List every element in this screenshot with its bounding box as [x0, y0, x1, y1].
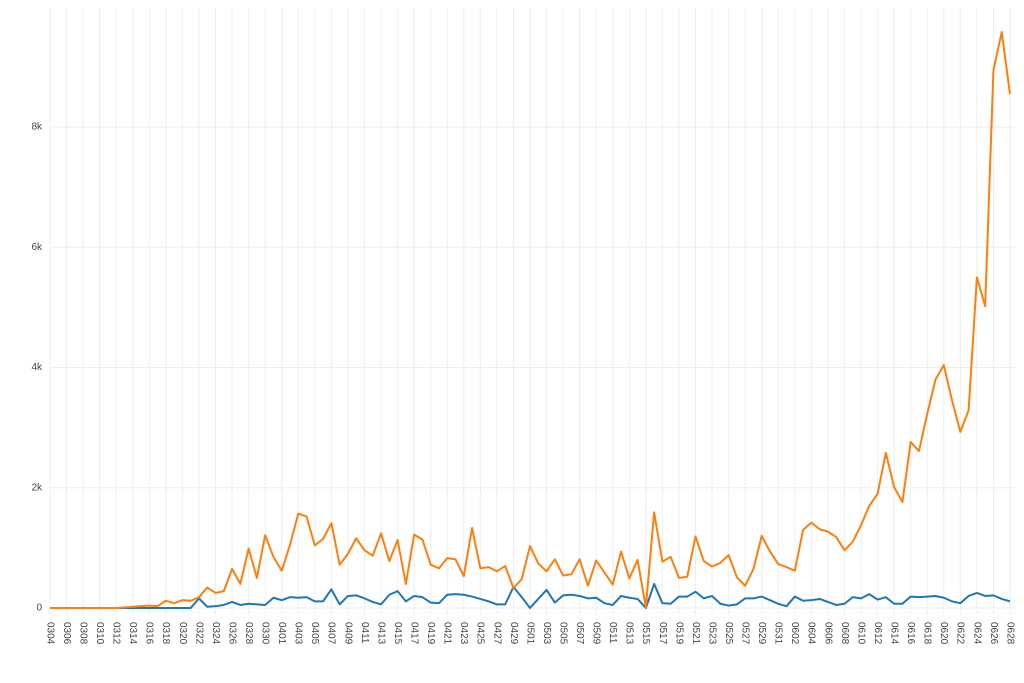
- series-line: [50, 582, 1011, 609]
- y-tick-label: 6k: [31, 242, 43, 253]
- x-tick-label: 0322: [193, 622, 204, 645]
- x-tick-label: 0612: [872, 622, 883, 645]
- series-line: [50, 31, 1011, 609]
- x-tick-label: 0610: [855, 622, 866, 645]
- x-tick-label: 0429: [508, 622, 519, 645]
- x-tick-label: 0628: [1004, 622, 1015, 645]
- x-tick-label: 0316: [144, 622, 155, 645]
- x-tick-label: 0423: [458, 622, 469, 645]
- x-tick-label: 0531: [773, 622, 784, 645]
- x-tick-label: 0519: [673, 622, 684, 645]
- x-tick-label: 0620: [938, 622, 949, 645]
- x-tick-label: 0324: [210, 622, 221, 645]
- x-tick-label: 0515: [640, 622, 651, 645]
- y-tick-label: 0: [36, 603, 42, 614]
- x-tick-label: 0308: [77, 622, 88, 645]
- x-tick-label: 0503: [541, 622, 552, 645]
- x-tick-label: 0328: [243, 622, 254, 645]
- x-tick-label: 0624: [971, 622, 982, 645]
- x-tick-label: 0505: [557, 622, 568, 645]
- x-tick-label: 0626: [988, 622, 999, 645]
- x-tick-label: 0525: [723, 622, 734, 645]
- x-tick-label: 0326: [226, 622, 237, 645]
- x-tick-label: 0419: [425, 622, 436, 645]
- x-tick-label: 0421: [442, 622, 453, 645]
- x-tick-label: 0427: [491, 622, 502, 645]
- x-tick-label: 0411: [359, 622, 370, 644]
- x-tick-label: 0415: [392, 622, 403, 645]
- x-tick-label: 0401: [276, 622, 287, 645]
- x-tick-label: 0320: [177, 622, 188, 645]
- x-tick-label: 0312: [111, 622, 122, 645]
- x-tick-label: 0509: [591, 622, 602, 645]
- x-tick-label: 0608: [839, 622, 850, 645]
- x-tick-label: 0507: [574, 622, 585, 645]
- x-tick-label: 0527: [740, 622, 751, 645]
- x-tick-label: 0403: [293, 622, 304, 645]
- x-tick-label: 0521: [690, 622, 701, 645]
- x-tick-label: 0413: [375, 622, 386, 645]
- x-tick-label: 0517: [657, 622, 668, 645]
- x-tick-label: 0405: [309, 622, 320, 645]
- x-tick-label: 0616: [905, 622, 916, 645]
- x-tick-label: 0513: [624, 622, 635, 645]
- x-tick-label: 0523: [706, 622, 717, 645]
- x-tick-label: 0306: [61, 622, 72, 645]
- y-tick-label: 8k: [31, 122, 43, 133]
- x-tick-label: 0529: [756, 622, 767, 645]
- x-tick-label: 0614: [888, 622, 899, 645]
- x-tick-label: 0618: [922, 622, 933, 645]
- x-tick-label: 0409: [342, 622, 353, 645]
- y-tick-label: 4k: [31, 362, 43, 373]
- x-tick-label: 0425: [475, 622, 486, 645]
- x-tick-label: 0407: [326, 622, 337, 645]
- x-tick-label: 0304: [44, 622, 55, 645]
- x-tick-label: 0602: [789, 622, 800, 645]
- x-tick-label: 0330: [260, 622, 271, 645]
- x-tick-label: 0511: [607, 622, 618, 644]
- x-tick-label: 0318: [160, 622, 171, 645]
- y-tick-label: 2k: [31, 482, 43, 493]
- x-tick-label: 0606: [822, 622, 833, 645]
- x-tick-label: 0604: [806, 622, 817, 645]
- x-tick-label: 0310: [94, 622, 105, 645]
- x-tick-label: 0622: [955, 622, 966, 645]
- x-tick-label: 0314: [127, 622, 138, 645]
- x-tick-label: 0417: [408, 622, 419, 645]
- x-tick-label: 0501: [524, 622, 535, 645]
